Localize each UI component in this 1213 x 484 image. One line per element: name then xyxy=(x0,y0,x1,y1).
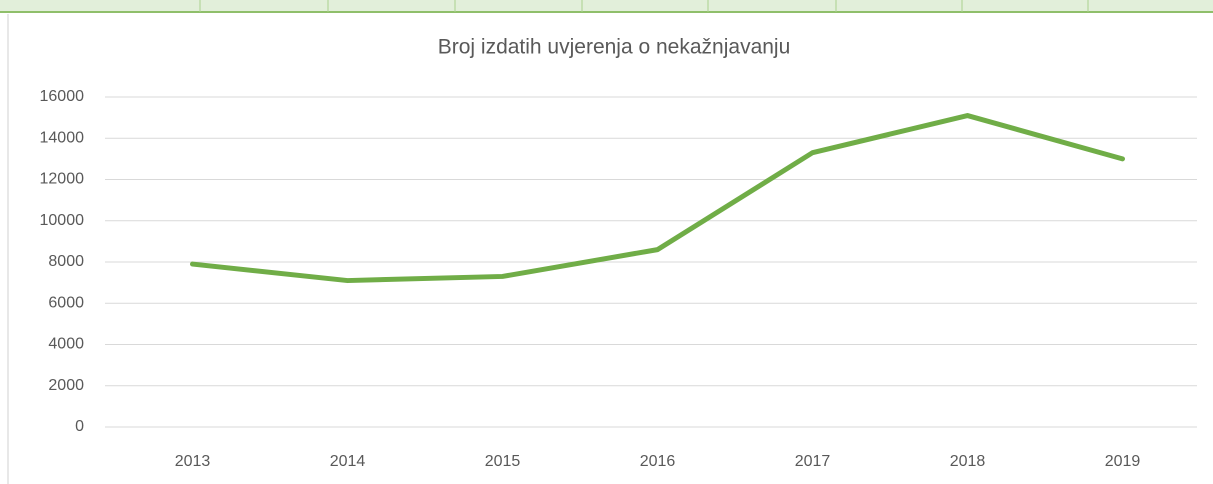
data-line xyxy=(190,113,1125,284)
x-tick-label: 2017 xyxy=(795,453,831,470)
x-tick-label: 2013 xyxy=(175,453,211,470)
y-tick-label: 12000 xyxy=(40,171,85,188)
y-tick-label: 8000 xyxy=(48,253,84,270)
x-tick-label: 2015 xyxy=(485,453,521,470)
y-tick-label: 2000 xyxy=(48,377,84,394)
y-tick-label: 6000 xyxy=(48,294,84,311)
x-tick-label: 2014 xyxy=(330,453,366,470)
y-tick-label: 14000 xyxy=(40,129,85,146)
chart-title: Broj izdatih uvjerenja o nekažnjavanju xyxy=(438,36,791,59)
y-tick-label: 4000 xyxy=(48,336,84,353)
y-tick-label: 10000 xyxy=(40,212,85,229)
x-tick-label: 2018 xyxy=(950,453,986,470)
y-tick-label: 0 xyxy=(75,418,84,435)
y-tick-label: 16000 xyxy=(40,88,85,105)
x-tick-label: 2016 xyxy=(640,453,676,470)
x-tick-label: 2019 xyxy=(1105,453,1141,470)
